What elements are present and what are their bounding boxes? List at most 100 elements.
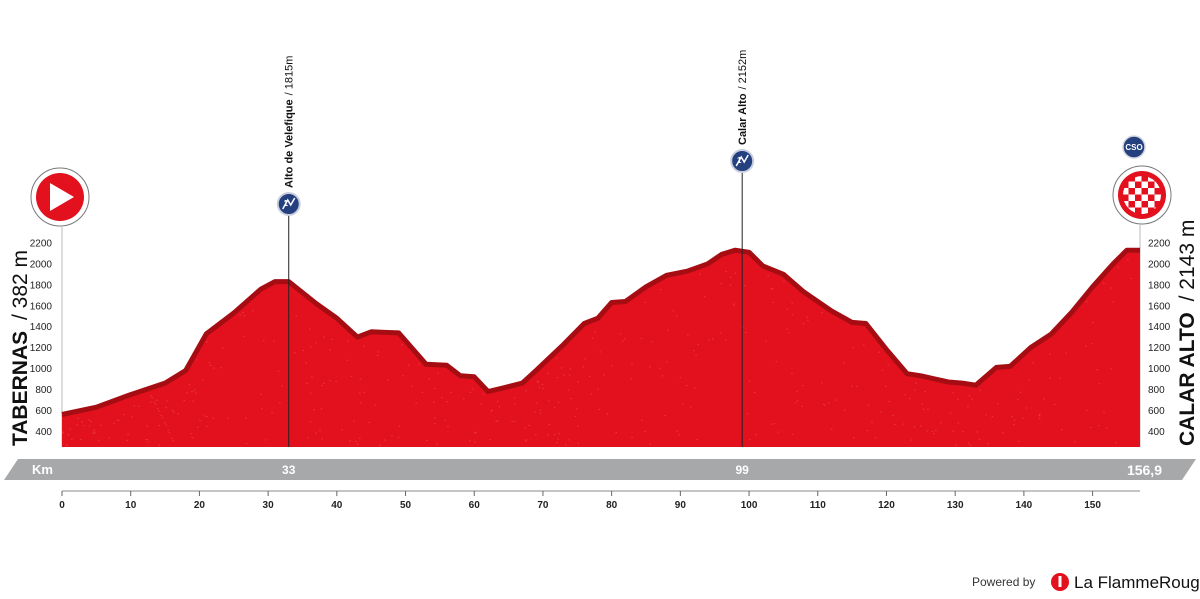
texture-speck [76, 424, 78, 426]
texture-speck [191, 437, 194, 439]
texture-speck [667, 329, 669, 331]
texture-speck [598, 408, 600, 411]
x-tick-label: 10 [125, 500, 137, 511]
texture-speck [359, 378, 362, 380]
texture-speck [791, 302, 793, 304]
texture-speck [158, 410, 160, 412]
texture-speck [786, 308, 788, 310]
texture-speck [88, 419, 90, 421]
texture-speck [565, 444, 567, 446]
texture-speck [547, 434, 549, 436]
texture-speck [347, 340, 349, 342]
texture-speck [192, 400, 194, 402]
texture-speck [807, 319, 809, 321]
y-tick-label-left: 1800 [30, 280, 53, 291]
texture-speck [770, 423, 773, 425]
texture-speck [659, 289, 662, 291]
texture-speck [971, 398, 973, 400]
texture-speck [434, 417, 436, 419]
texture-speck [321, 438, 323, 440]
texture-speck [569, 368, 571, 370]
texture-speck [590, 393, 593, 395]
texture-speck [260, 393, 262, 396]
texture-speck [117, 420, 120, 422]
finish-title: CALAR ALTO / 2143 m [1176, 220, 1199, 446]
texture-speck [108, 437, 110, 439]
texture-speck [686, 384, 688, 387]
start-icon [30, 167, 90, 227]
texture-speck [82, 425, 85, 427]
texture-speck [542, 387, 544, 389]
texture-speck [843, 362, 845, 364]
texture-speck [878, 351, 880, 353]
texture-speck [802, 323, 805, 325]
texture-speck [196, 426, 199, 428]
x-axis: 0 10 20 30 40 50 60 70 80 90 100 110 120 130 140 150 [59, 491, 1101, 511]
texture-speck [1092, 322, 1094, 324]
texture-speck [679, 376, 682, 379]
texture-speck [720, 283, 723, 285]
texture-speck [547, 372, 549, 374]
texture-speck [796, 400, 799, 402]
texture-speck [874, 437, 877, 439]
texture-speck [123, 414, 125, 416]
texture-speck [313, 409, 315, 411]
texture-speck [311, 376, 313, 378]
km-label: Km [32, 462, 53, 477]
texture-speck [567, 389, 570, 391]
texture-speck [1117, 266, 1119, 268]
texture-speck [949, 412, 952, 414]
texture-speck [126, 440, 128, 442]
texture-speck [661, 375, 664, 377]
texture-speck [786, 328, 788, 330]
x-tick-label: 80 [606, 500, 618, 511]
texture-speck [969, 444, 971, 446]
texture-speck [127, 433, 129, 435]
texture-speck [704, 296, 706, 298]
start-title: TABERNAS / 382 m [9, 250, 32, 446]
powered-by-label: Powered by [972, 575, 1035, 589]
texture-speck [568, 439, 570, 441]
y-tick-label-right: 1000 [1148, 364, 1171, 375]
texture-speck [306, 382, 308, 384]
texture-speck [746, 413, 749, 415]
texture-speck [1112, 301, 1115, 303]
texture-speck [151, 397, 153, 399]
texture-speck [952, 430, 954, 432]
texture-speck [363, 345, 365, 347]
y-tick-label-left: 800 [35, 385, 52, 396]
texture-speck [560, 367, 563, 369]
texture-speck [725, 270, 727, 273]
texture-speck [302, 349, 305, 352]
texture-speck [490, 410, 493, 412]
texture-speck [1103, 412, 1105, 414]
texture-speck [279, 402, 281, 404]
texture-speck [469, 440, 471, 442]
x-tick-label: 30 [263, 500, 275, 511]
texture-speck [495, 420, 497, 423]
texture-speck [772, 301, 774, 303]
texture-speck [697, 344, 699, 346]
texture-speck [967, 442, 970, 444]
texture-speck [534, 411, 536, 413]
texture-speck [446, 401, 448, 403]
brand-name: La FlammeRouge [1074, 573, 1200, 592]
texture-speck [281, 385, 284, 387]
texture-speck [93, 431, 96, 433]
texture-speck [553, 406, 556, 409]
texture-speck [195, 392, 197, 394]
summit-label: Calar Alto / 2152m [737, 50, 749, 145]
texture-speck [894, 423, 896, 425]
summit-label: Alto de Velefique / 1815m [284, 56, 296, 188]
texture-speck [987, 443, 989, 445]
texture-speck [475, 432, 477, 434]
texture-speck [1110, 287, 1112, 289]
texture-speck [866, 430, 869, 432]
x-tick-label: 120 [878, 500, 895, 511]
texture-speck [830, 428, 833, 430]
texture-speck [265, 439, 267, 441]
texture-speck [62, 431, 64, 433]
texture-speck [323, 382, 326, 384]
texture-speck [138, 405, 140, 407]
texture-speck [597, 388, 599, 390]
